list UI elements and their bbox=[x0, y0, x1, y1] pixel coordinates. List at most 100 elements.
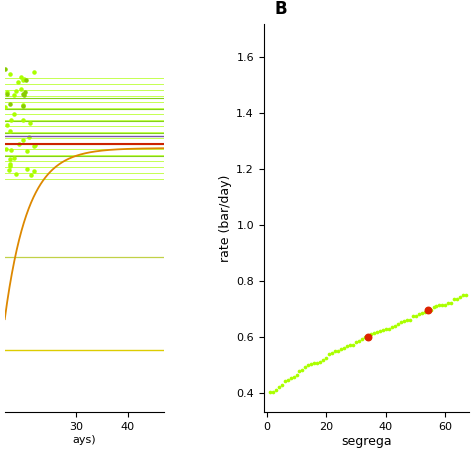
Point bbox=[30, 167, 38, 175]
Point bbox=[275, 383, 283, 390]
Point bbox=[6, 162, 13, 170]
Point bbox=[456, 293, 464, 301]
Point bbox=[293, 371, 301, 378]
Point bbox=[349, 341, 357, 348]
Point bbox=[23, 165, 31, 173]
Point bbox=[367, 330, 375, 338]
Point bbox=[379, 326, 387, 334]
Point bbox=[424, 306, 431, 314]
Point bbox=[335, 347, 342, 355]
Point bbox=[364, 333, 372, 341]
Point bbox=[30, 142, 38, 150]
Point bbox=[12, 171, 20, 178]
Point bbox=[6, 160, 14, 168]
Point bbox=[438, 301, 446, 309]
Point bbox=[424, 306, 431, 314]
Point bbox=[21, 89, 28, 96]
Point bbox=[17, 85, 24, 93]
Point bbox=[19, 102, 27, 110]
Point bbox=[19, 90, 27, 98]
Point bbox=[299, 366, 306, 374]
Point bbox=[430, 303, 438, 310]
Point bbox=[415, 310, 422, 318]
Point bbox=[454, 295, 461, 302]
Point bbox=[290, 374, 297, 381]
Text: B: B bbox=[274, 0, 287, 18]
Point bbox=[266, 389, 273, 396]
Point bbox=[281, 377, 288, 385]
Point bbox=[397, 318, 404, 326]
Point bbox=[346, 341, 354, 348]
Point bbox=[31, 141, 38, 149]
Point bbox=[22, 76, 29, 84]
Point bbox=[319, 356, 327, 364]
Point bbox=[322, 354, 330, 362]
Point bbox=[376, 328, 383, 335]
Point bbox=[317, 358, 324, 365]
Point bbox=[27, 119, 34, 127]
Point bbox=[326, 350, 333, 358]
Point bbox=[1, 65, 9, 73]
Point bbox=[19, 76, 27, 84]
Point bbox=[296, 367, 303, 375]
Point bbox=[3, 88, 10, 96]
Point bbox=[7, 146, 15, 154]
Point bbox=[2, 145, 10, 152]
Point bbox=[364, 333, 372, 341]
Point bbox=[284, 376, 292, 384]
Point bbox=[10, 91, 18, 99]
Point bbox=[451, 295, 458, 302]
Point bbox=[361, 333, 369, 341]
Point bbox=[1, 103, 9, 111]
Point bbox=[25, 133, 33, 141]
Point bbox=[10, 110, 18, 118]
Point bbox=[314, 359, 321, 367]
Point bbox=[12, 87, 20, 95]
Point bbox=[272, 386, 280, 394]
Point bbox=[331, 347, 339, 355]
Point bbox=[391, 322, 399, 330]
Point bbox=[7, 155, 14, 163]
Point bbox=[310, 360, 318, 367]
Point bbox=[427, 306, 434, 313]
Point bbox=[3, 90, 10, 98]
Point bbox=[343, 342, 351, 349]
Point bbox=[388, 324, 396, 331]
Point bbox=[459, 292, 467, 299]
Point bbox=[409, 312, 417, 320]
Point bbox=[433, 302, 440, 310]
Point bbox=[301, 364, 309, 371]
Point bbox=[400, 317, 408, 325]
Point bbox=[17, 73, 25, 81]
Point bbox=[305, 361, 312, 369]
X-axis label: ays): ays) bbox=[73, 435, 96, 445]
Point bbox=[385, 325, 392, 332]
Point bbox=[19, 101, 27, 109]
Point bbox=[403, 317, 410, 324]
Point bbox=[27, 172, 35, 179]
Point bbox=[442, 301, 449, 309]
X-axis label: segrega: segrega bbox=[341, 435, 392, 448]
Point bbox=[10, 154, 18, 162]
Point bbox=[436, 301, 443, 309]
Point bbox=[21, 91, 28, 99]
Point bbox=[394, 320, 401, 328]
Point bbox=[23, 147, 30, 155]
Point bbox=[6, 100, 14, 108]
Point bbox=[370, 329, 378, 337]
Point bbox=[308, 361, 315, 368]
Point bbox=[412, 312, 419, 319]
Point bbox=[3, 121, 10, 129]
Point bbox=[358, 335, 366, 343]
Point bbox=[328, 349, 336, 356]
Point bbox=[269, 389, 276, 396]
Point bbox=[447, 299, 455, 306]
Point bbox=[421, 308, 428, 316]
Y-axis label: rate (bar/day): rate (bar/day) bbox=[219, 174, 232, 262]
Point bbox=[7, 70, 14, 77]
Point bbox=[445, 299, 452, 306]
Point bbox=[5, 166, 13, 173]
Point bbox=[418, 309, 425, 317]
Point bbox=[352, 338, 360, 346]
Point bbox=[382, 325, 390, 332]
